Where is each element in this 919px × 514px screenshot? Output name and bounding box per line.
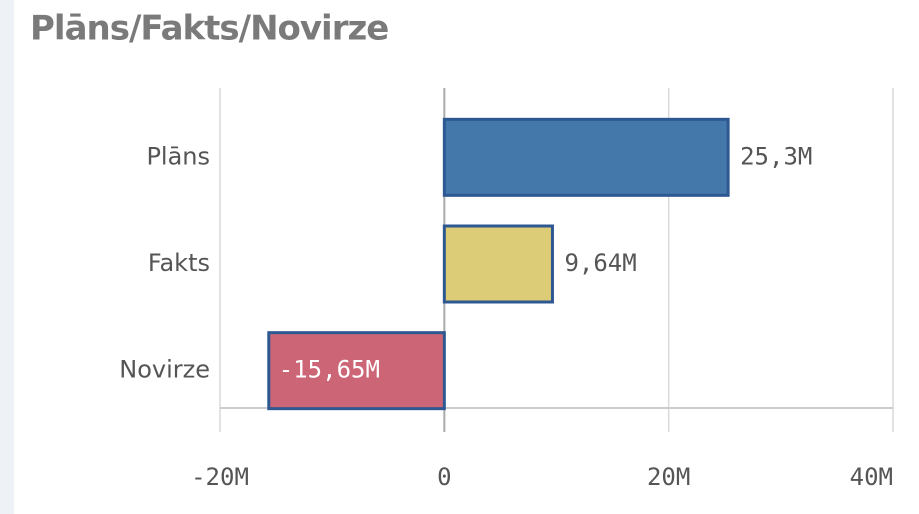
y-tick-label: Fakts <box>148 249 210 277</box>
y-tick-label: Plāns <box>146 142 210 170</box>
x-tick-label: 0 <box>437 463 451 491</box>
y-tick-label: Novirze <box>119 356 210 384</box>
data-label: -15,65M <box>279 356 380 384</box>
x-tick-label: -20M <box>191 463 249 491</box>
data-label: 25,3M <box>740 142 812 170</box>
bar <box>267 331 446 411</box>
chart-title: Plāns/Fakts/Novirze <box>30 9 388 49</box>
x-tick-label: 40M <box>850 463 893 491</box>
data-label: 9,64M <box>564 249 636 277</box>
x-tick-label: 20M <box>647 463 690 491</box>
bar <box>442 117 730 197</box>
bar <box>442 224 554 304</box>
